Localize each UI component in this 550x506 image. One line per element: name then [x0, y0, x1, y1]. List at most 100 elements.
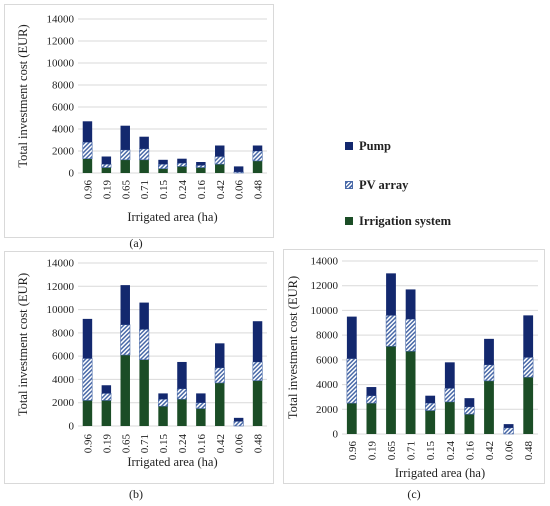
bar-segment-irrigation-system — [252, 380, 263, 426]
x-tick-label: 0.42 — [215, 434, 227, 453]
caption-a: (a) — [129, 236, 143, 250]
bar-segment-pump — [346, 316, 357, 359]
bar-segment-pv-array — [195, 402, 206, 409]
legend-label-irrigation: Irrigation system — [359, 213, 451, 228]
plot-area: 0 2000 4000 6000 8000 10000 12000 14000 0.96 0.19… — [16, 258, 267, 469]
bar-segment-irrigation-system — [484, 380, 494, 434]
pv-array-swatch-icon — [345, 181, 353, 189]
bar-segment-pump — [386, 273, 396, 316]
x-tick-label: 0.48 — [523, 441, 535, 461]
bar-segment-irrigation-system — [139, 159, 149, 173]
x-axis-label: Irrigated area (ha) — [127, 210, 217, 224]
x-tick-label: 0.15 — [158, 434, 170, 454]
bar-segment-pump — [425, 395, 436, 404]
x-tick-label: 0.65 — [386, 441, 398, 461]
bar-segment-pump — [82, 318, 93, 359]
bar-segment-pump — [503, 424, 514, 428]
chart-svg-b: 0 2000 4000 6000 8000 10000 12000 14000 0.96 0.19… — [16, 258, 267, 469]
x-tick-label: 0.65 — [120, 180, 132, 200]
bar-segment-pump — [158, 159, 168, 165]
x-tick-label: 0.96 — [82, 180, 94, 200]
y-axis-label: Total investment cost (EUR) — [16, 24, 30, 167]
bar-segment-pump — [139, 302, 149, 330]
bar-segment-pv-array — [82, 358, 93, 401]
x-tick-label: 0.06 — [234, 434, 246, 454]
y-tick-label: 8000 — [316, 330, 339, 342]
bar-segment-irrigation-system — [425, 410, 436, 434]
bar-segment-irrigation-system — [158, 406, 168, 426]
y-axis-label: Total investment cost (EUR) — [286, 276, 300, 419]
bar-segment-pump — [233, 417, 244, 422]
x-axis-label: Irrigated area (ha) — [395, 466, 485, 480]
x-tick-label: 0.19 — [101, 180, 113, 200]
y-tick-label: 12000 — [311, 280, 339, 292]
bar-segment-pump — [177, 158, 187, 164]
bar-segment-irrigation-system — [158, 168, 168, 173]
y-tick-label: 6000 — [52, 102, 75, 114]
bar-segment-pump — [177, 361, 187, 389]
x-tick-label: 0.19 — [366, 441, 378, 461]
bar-segment-pump — [196, 162, 206, 166]
bar-segment-irrigation-system — [196, 408, 206, 426]
bar-segment-pv-array — [101, 393, 112, 401]
bar-segment-pump — [215, 343, 225, 368]
bar-segment-irrigation-system — [177, 399, 187, 426]
y-tick-label: 10000 — [47, 304, 75, 316]
caption-b: (b) — [129, 487, 143, 501]
bar-segment-pv-array — [139, 148, 150, 161]
y-tick-label: 12000 — [47, 281, 75, 293]
bar-segment-pv-array — [464, 406, 475, 415]
bar-segment-irrigation-system — [215, 382, 225, 426]
bar-segment-pump — [196, 393, 206, 403]
bar-segment-pump — [120, 125, 130, 150]
caption-c: (c) — [407, 487, 421, 501]
x-tick-label: 0.65 — [120, 434, 132, 454]
bar-segment-pump — [101, 385, 112, 394]
x-tick-label: 0.19 — [101, 434, 113, 454]
x-axis-label: Irrigated area (ha) — [127, 455, 217, 469]
x-tick-label: 0.06 — [234, 180, 246, 200]
x-tick-label: 0.24 — [445, 441, 457, 461]
y-tick-label: 2000 — [52, 397, 75, 409]
bar-segment-pump — [158, 393, 168, 400]
bar-segment-pv-array — [444, 387, 455, 403]
bar-segment-irrigation-system — [523, 377, 534, 434]
chart-panel-b: 0 2000 4000 6000 8000 10000 12000 14000 0.96 0.19… — [4, 251, 274, 484]
bar-segment-pv-array — [233, 171, 244, 174]
bar-segment-pv-array — [214, 156, 225, 165]
y-tick-label: 14000 — [311, 256, 339, 268]
legend-label-pv: PV array — [359, 177, 409, 192]
chart-svg-a: 0 2000 4000 6000 8000 10000 12000 14000 0.96 0.19… — [16, 14, 267, 224]
y-tick-label: 4000 — [52, 124, 75, 136]
bar-segment-pump — [82, 121, 93, 143]
bar-segment-pump — [366, 387, 377, 396]
bar-segment-pump — [523, 315, 534, 358]
bar-segment-pv-array — [195, 165, 206, 168]
x-tick-label: 0.48 — [253, 434, 265, 454]
bar-segment-pv-array — [120, 149, 131, 161]
y-tick-label: 12000 — [47, 36, 75, 48]
bar-segment-pv-array — [346, 358, 358, 404]
bar-segment-pv-array — [425, 402, 436, 411]
legend-label-pump: Pump — [359, 138, 391, 153]
x-tick-label: 0.71 — [406, 441, 418, 460]
bar-segment-pv-array — [139, 329, 150, 360]
bar-segment-irrigation-system — [346, 403, 357, 434]
bar-segment-pump — [484, 338, 494, 365]
x-tick-label: 0.16 — [196, 434, 208, 454]
bar-segment-irrigation-system — [139, 359, 149, 426]
bar-segment-irrigation-system — [101, 400, 112, 426]
x-tick-label: 0.96 — [347, 441, 359, 461]
bar-segment-pv-array — [523, 357, 534, 378]
bar-segment-irrigation-system — [120, 159, 130, 173]
bar-segment-pump — [139, 136, 149, 149]
legend-item-irrigation: Irrigation system — [345, 213, 451, 229]
bar-segment-pump — [252, 145, 263, 151]
y-tick-label: 0 — [69, 168, 75, 180]
bar-segment-pv-array — [252, 150, 263, 162]
bar-segment-irrigation-system — [252, 160, 263, 173]
y-tick-label: 14000 — [47, 14, 75, 26]
bar-segment-irrigation-system — [82, 400, 93, 426]
x-tick-label: 0.24 — [177, 180, 189, 200]
legend-item-pv: PV array — [345, 177, 408, 193]
